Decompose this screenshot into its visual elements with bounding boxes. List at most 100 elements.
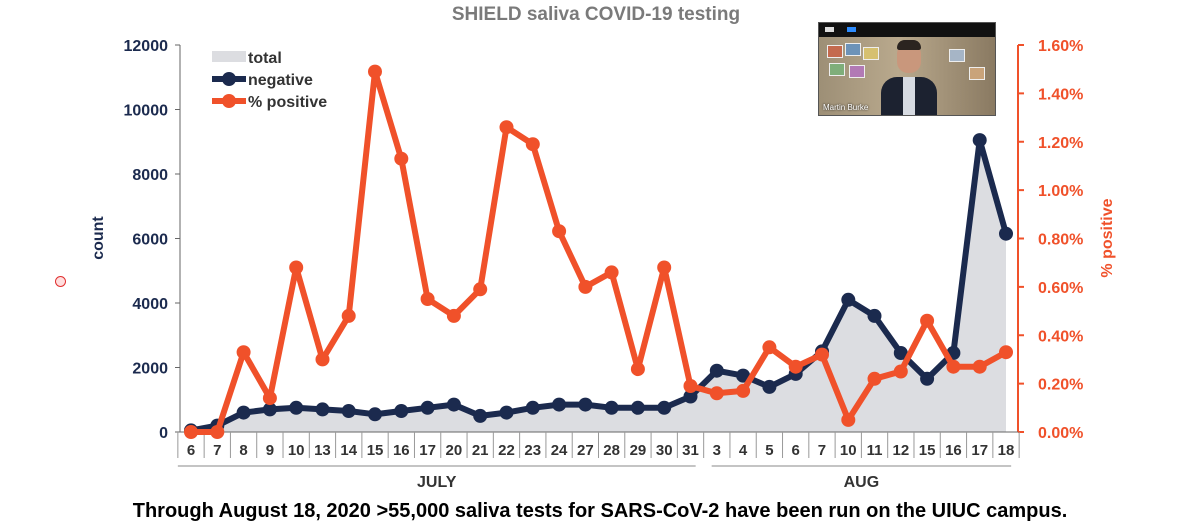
y2-tick-label: 1.60% — [1038, 38, 1083, 55]
series-negative-point — [920, 371, 935, 386]
series-positive-point — [604, 265, 619, 280]
series-positive-point — [446, 308, 461, 323]
x-tick-label: 14 — [340, 442, 357, 459]
series-positive-point — [893, 364, 908, 379]
y-tick-label: 6000 — [132, 232, 168, 249]
month-label: AUG — [844, 474, 880, 491]
x-tick-label: 11 — [867, 442, 883, 459]
x-tick-label: 7 — [818, 442, 826, 459]
expand-icon[interactable] — [847, 27, 856, 32]
x-tick-label: 30 — [656, 442, 673, 459]
series-negative-point — [368, 407, 382, 422]
y2-tick-label: 0.40% — [1038, 328, 1083, 345]
series-negative-point — [630, 400, 645, 415]
x-tick-label: 6 — [792, 442, 800, 459]
series-positive-point — [262, 391, 277, 406]
y-tick-label: 12000 — [124, 38, 169, 55]
x-tick-label: 23 — [524, 442, 541, 459]
legend-marker-negative — [222, 72, 236, 86]
x-tick-label: 6 — [187, 442, 195, 459]
series-negative-point — [552, 397, 567, 412]
x-tick-label: 22 — [498, 442, 515, 459]
x-tick-label: 5 — [765, 442, 773, 459]
legend-label: % positive — [248, 94, 327, 111]
series-negative-point — [999, 226, 1013, 241]
series-positive-point — [999, 345, 1013, 360]
series-positive-point — [815, 347, 829, 362]
series-negative-point — [446, 397, 461, 412]
x-tick-label: 15 — [367, 442, 384, 459]
series-negative-point — [762, 379, 777, 394]
series-negative-point — [473, 408, 488, 423]
series-positive-point — [394, 151, 409, 166]
series-negative-point — [262, 402, 277, 417]
series-positive-point — [762, 340, 777, 355]
series-negative-point — [236, 405, 251, 420]
series-negative-point — [394, 404, 409, 418]
series-positive-point — [972, 359, 987, 374]
x-tick-label: 21 — [472, 442, 489, 459]
y2-tick-label: 1.40% — [1038, 86, 1083, 103]
y2-tick-label: 0.00% — [1038, 425, 1083, 442]
y-axis-label: count — [90, 216, 107, 260]
x-tick-label: 17 — [971, 442, 988, 459]
series-negative-point — [683, 389, 698, 404]
participant-name: Martin Burke — [823, 103, 869, 112]
series-positive-point — [630, 362, 645, 377]
x-tick-label: 16 — [393, 442, 410, 459]
series-positive-point — [683, 379, 698, 393]
x-tick-label: 24 — [551, 442, 568, 459]
series-negative-point — [972, 133, 987, 148]
series-positive-point — [499, 120, 514, 135]
slide-caption: Through August 18, 2020 >55,000 saliva t… — [132, 500, 1068, 522]
series-negative-point — [289, 400, 304, 415]
legend-marker-positive — [222, 94, 236, 108]
x-tick-label: 10 — [840, 442, 857, 459]
x-tick-label: 9 — [266, 442, 274, 459]
video-participant-tile[interactable]: Martin Burke — [818, 22, 996, 116]
series-negative-point — [341, 404, 356, 418]
series-negative-point — [736, 368, 751, 383]
series-positive-point — [341, 308, 356, 323]
series-positive-point — [788, 359, 803, 374]
y-tick-label: 8000 — [132, 167, 168, 184]
series-negative-point — [604, 400, 619, 415]
series-positive-point — [210, 425, 225, 439]
series-positive-point — [289, 260, 304, 275]
x-tick-label: 13 — [314, 442, 331, 459]
series-positive-point — [473, 282, 488, 297]
legend-swatch-total — [212, 51, 246, 62]
legend-label: negative — [248, 72, 313, 89]
y2-tick-label: 0.20% — [1038, 377, 1083, 394]
y-tick-label: 2000 — [132, 361, 168, 378]
x-tick-label: 20 — [446, 442, 463, 459]
x-tick-label: 12 — [892, 442, 909, 459]
series-negative-point — [315, 402, 330, 417]
x-tick-label: 8 — [239, 442, 247, 459]
series-negative-point — [525, 400, 540, 415]
video-toolbar — [819, 23, 995, 37]
y2-tick-label: 1.20% — [1038, 135, 1083, 152]
series-positive-point — [315, 352, 330, 367]
series-negative-point — [578, 397, 593, 412]
series-negative-point — [893, 346, 908, 360]
series-positive-point — [736, 383, 751, 398]
series-positive-point — [578, 279, 593, 294]
series-positive-point — [709, 386, 724, 401]
series-total-area — [191, 138, 1006, 432]
series-positive-point — [552, 224, 567, 239]
pointer-cursor — [55, 276, 66, 287]
chart-title: SHIELD saliva COVID-19 testing — [452, 4, 740, 25]
x-tick-label: 28 — [603, 442, 620, 459]
series-positive-point — [841, 412, 856, 427]
minimize-icon[interactable] — [825, 27, 834, 32]
series-positive-line — [191, 68, 1008, 435]
series-positive-point — [368, 64, 382, 79]
y2-axis-label: % positive — [1099, 198, 1116, 277]
x-tick-label: 31 — [682, 442, 699, 459]
x-tick-label: 16 — [945, 442, 962, 459]
y2-tick-label: 0.80% — [1038, 232, 1083, 249]
x-tick-label: 4 — [739, 442, 748, 459]
series-negative-point — [709, 363, 724, 378]
y2-tick-label: 0.60% — [1038, 280, 1083, 297]
